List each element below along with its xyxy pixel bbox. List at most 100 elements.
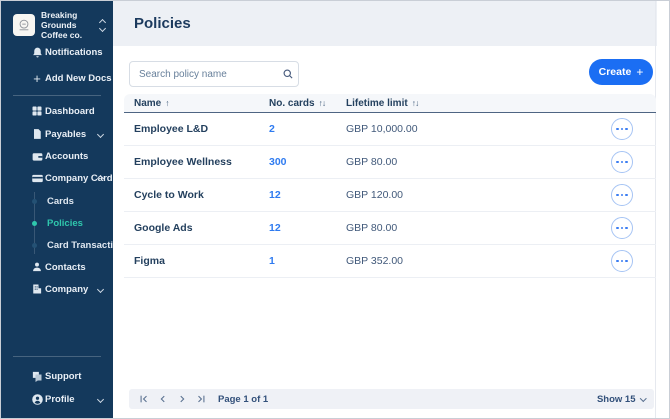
table-row: Google Ads 12 GBP 80.00 [124, 212, 656, 245]
page-status: Page 1 of 1 [218, 393, 269, 405]
table-row: Employee L&D 2 GBP 10,000.00 [124, 113, 656, 146]
sort-both-icon: ↑↓ [411, 98, 419, 108]
bullet-icon [32, 198, 37, 204]
sidebar-item-label: Support [45, 370, 82, 382]
show-per-page-select[interactable]: Show 15 [596, 393, 646, 405]
sidebar-item-cards[interactable]: Cards [1, 190, 113, 212]
cards-count-link[interactable]: 1 [269, 255, 275, 267]
active-bullet-icon [32, 220, 37, 226]
row-actions-button[interactable] [611, 217, 633, 239]
search-icon[interactable] [278, 68, 298, 80]
policy-name: Employee L&D [134, 123, 209, 135]
row-actions-button[interactable] [611, 250, 633, 272]
column-label: No. cards [269, 97, 315, 109]
workspace-name: Breaking Grounds Coffee co. [41, 10, 83, 40]
lifetime-limit: GBP 120.00 [346, 189, 404, 201]
prev-page-icon[interactable] [157, 393, 169, 405]
chevron-down-icon [96, 130, 105, 138]
wallet-icon [29, 148, 45, 164]
sidebar: Breaking Grounds Coffee co. Notification… [1, 1, 130, 418]
create-button[interactable]: Create + [589, 59, 653, 85]
sidebar-item-company[interactable]: Company [1, 278, 113, 300]
coffee-brand-logo-icon [19, 19, 29, 31]
cards-count-link[interactable]: 12 [269, 222, 281, 234]
search-input[interactable] [130, 68, 278, 80]
plus-icon: + [636, 65, 644, 79]
plus-icon: + [33, 70, 41, 86]
sidebar-item-add-new-docs[interactable]: + Add New Docs [1, 67, 113, 89]
lifetime-limit: GBP 80.00 [346, 156, 398, 168]
first-page-icon[interactable] [138, 393, 150, 405]
policy-name: Cycle to Work [134, 189, 204, 201]
sidebar-item-label: Dashboard [45, 105, 95, 117]
sidebar-item-label: Company [45, 283, 89, 295]
create-button-label: Create [598, 66, 632, 78]
sidebar-item-support[interactable]: Support [1, 365, 113, 387]
sidebar-item-company-cards[interactable]: Company Cards [1, 167, 118, 189]
credit-card-icon [29, 170, 45, 186]
workspace-switcher[interactable]: Breaking Grounds Coffee co. [13, 10, 107, 40]
sidebar-item-label: Policies [47, 217, 83, 229]
policy-name: Google Ads [134, 222, 193, 234]
workspace-toggle-icon[interactable] [98, 18, 107, 32]
sidebar-item-policies[interactable]: Policies [1, 212, 113, 234]
sidebar-item-label: Notifications [45, 46, 103, 58]
sidebar-item-dashboard[interactable]: Dashboard [1, 100, 113, 122]
lifetime-limit: GBP 352.00 [346, 255, 404, 267]
bullet-icon [32, 242, 37, 248]
sidebar-item-card-transactions[interactable]: Card Transactions [1, 234, 130, 256]
row-actions-button[interactable] [611, 118, 633, 140]
pagination-bar: Page 1 of 1 Show 15 [129, 389, 654, 409]
workspace-logo [13, 14, 35, 36]
sidebar-item-notifications[interactable]: Notifications [1, 41, 113, 63]
sidebar-item-label: Card Transactions [47, 239, 130, 251]
column-header-name[interactable]: Name ↑ [134, 98, 269, 109]
avatar-icon [29, 391, 45, 407]
sidebar-item-contacts[interactable]: Contacts [1, 256, 113, 278]
page-header-band: Policies [113, 1, 657, 46]
page-title: Policies [134, 15, 191, 32]
chevron-down-icon [96, 285, 105, 293]
sidebar-item-label: Add New Docs [45, 72, 112, 84]
sidebar-item-label: Profile [45, 393, 75, 405]
document-icon [29, 126, 45, 142]
sort-asc-icon: ↑ [165, 98, 169, 108]
column-header-lifetime-limit[interactable]: Lifetime limit ↑↓ [346, 98, 599, 109]
sidebar-item-label: Contacts [45, 261, 86, 273]
sidebar-item-profile[interactable]: Profile [1, 388, 113, 410]
sidebar-item-label: Accounts [45, 150, 89, 162]
sort-both-icon: ↑↓ [318, 98, 326, 108]
cards-count-link[interactable]: 2 [269, 123, 275, 135]
sidebar-item-label: Company Cards [45, 172, 118, 184]
sidebar-divider [13, 95, 101, 96]
table-header-row: Name ↑ No. cards ↑↓ Lifetime limit ↑↓ [124, 94, 656, 113]
cards-count-link[interactable]: 300 [269, 156, 287, 168]
table-row: Figma 1 GBP 352.00 [124, 245, 656, 278]
person-icon [29, 259, 45, 275]
table-row: Employee Wellness 300 GBP 80.00 [124, 146, 656, 179]
show-per-page-label: Show 15 [596, 393, 636, 405]
sidebar-item-payables[interactable]: Payables [1, 123, 113, 145]
chevron-down-icon [96, 395, 105, 403]
column-header-no-cards[interactable]: No. cards ↑↓ [269, 98, 346, 109]
sidebar-item-accounts[interactable]: Accounts [1, 145, 113, 167]
table-row: Cycle to Work 12 GBP 120.00 [124, 179, 656, 212]
dashboard-icon [29, 103, 45, 119]
search-box [129, 61, 299, 87]
sidebar-divider [13, 356, 101, 357]
building-icon [29, 281, 45, 297]
content-right-divider [655, 1, 656, 418]
column-label: Name [134, 97, 162, 109]
column-label: Lifetime limit [346, 97, 408, 109]
chevron-down-icon [98, 24, 107, 32]
row-actions-button[interactable] [611, 184, 633, 206]
last-page-icon[interactable] [195, 393, 207, 405]
policy-name: Employee Wellness [134, 156, 232, 168]
next-page-icon[interactable] [176, 393, 188, 405]
row-actions-button[interactable] [611, 151, 633, 173]
sidebar-item-label: Payables [45, 128, 87, 140]
bell-icon [29, 44, 45, 60]
cards-count-link[interactable]: 12 [269, 189, 281, 201]
chat-icon [29, 368, 45, 384]
